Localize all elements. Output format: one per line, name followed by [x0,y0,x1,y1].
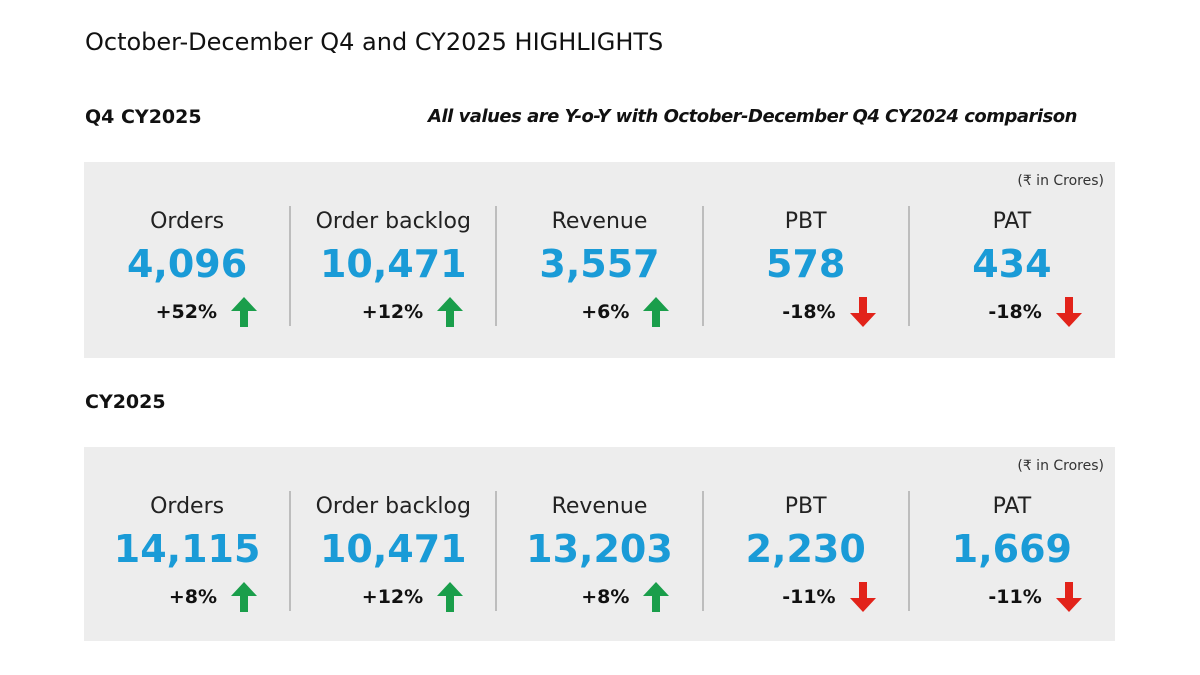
metric-change: +52% [155,301,217,323]
metric-label: PAT [992,209,1032,234]
metric-label: PBT [784,209,827,234]
page-title: October-December Q4 and CY2025 HIGHLIGHT… [85,28,664,56]
divider [289,491,292,611]
metric-value: 14,115 [113,527,261,571]
metric-change: +8% [581,586,630,608]
metric-label: PAT [992,494,1032,519]
metric-value: 13,203 [526,527,673,571]
metric-label: Revenue [551,209,648,234]
metric-value: 578 [766,242,846,286]
metric-change: +12% [361,586,424,608]
metric-label: Orders [150,494,225,519]
metric-label: Revenue [551,494,648,519]
metric-card: Order backlog 10,471 +12% [290,447,496,641]
metric-card: PAT 434 -18% [909,162,1115,358]
metric-value: 2,230 [745,527,866,571]
divider [907,206,910,326]
arrow-down [849,582,876,612]
divider [701,491,704,611]
metric-value: 1,669 [951,527,1072,571]
divider [289,206,292,326]
metric-change: +8% [168,586,217,608]
metric-value: 10,471 [319,527,467,571]
arrow-up [437,582,464,612]
arrow-down [1055,582,1082,612]
metric-change: +12% [361,301,424,323]
metric-card: Revenue 13,203 +8% [496,447,702,641]
section-heading: CY2025 [85,391,166,413]
metric-card: PBT 578 -18% [703,162,909,358]
metric-change: -18% [782,301,836,323]
arrow-up [643,582,670,612]
section-note: All values are Y-o-Y with October-Decemb… [428,106,1077,127]
metric-label: Orders [150,209,225,234]
metric-card: PBT 2,230 -11% [703,447,909,641]
metric-value: 434 [972,242,1052,286]
metric-card: Order backlog 10,471 +12% [290,162,496,358]
metric-label: Order backlog [315,494,471,519]
divider [701,206,704,326]
metric-value: 10,471 [319,242,467,286]
metric-card: PAT 1,669 -11% [909,447,1115,641]
unit-note: (₹ in Crores) [1017,173,1104,189]
metric-value: 3,557 [539,242,660,286]
metric-card: Revenue 3,557 +6% [496,162,702,358]
metric-change: -18% [988,301,1042,323]
arrow-up [231,582,257,612]
metric-change: -11% [988,586,1042,608]
divider [495,206,498,326]
section-heading: Q4 CY2025 [85,106,202,128]
metric-label: PBT [784,494,827,519]
divider [907,491,910,611]
arrow-up [231,297,257,327]
divider [495,491,498,611]
metric-value: 4,096 [126,242,248,286]
arrow-up [643,297,670,327]
metric-change: -11% [782,586,836,608]
metric-card: Orders 14,115 +8% [84,447,290,641]
arrow-up [437,297,464,327]
arrow-down [849,297,876,327]
metric-change: +6% [581,301,630,323]
metrics-panel: (₹ in Crores) Orders 4,096 +52% Order backlo… [84,162,1115,358]
metrics-panel: (₹ in Crores) Orders 14,115 +8% Order backlo… [84,447,1115,641]
metric-card: Orders 4,096 +52% [84,162,290,358]
arrow-down [1055,297,1082,327]
metric-label: Order backlog [315,209,471,234]
unit-note: (₹ in Crores) [1017,458,1104,474]
